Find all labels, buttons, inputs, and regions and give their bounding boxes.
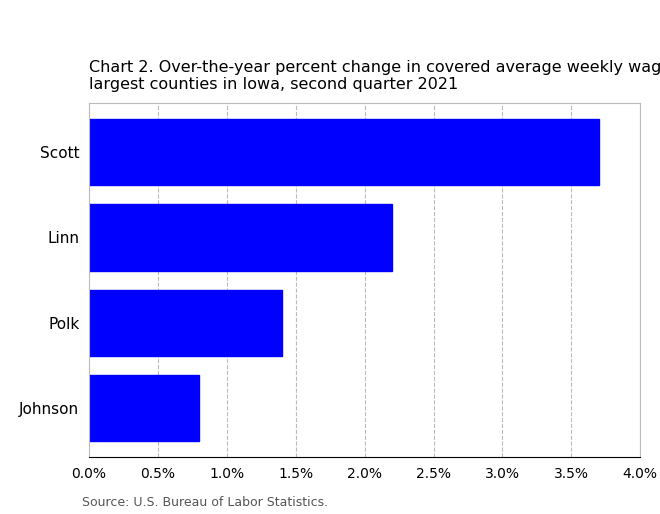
Bar [89,289,282,356]
Bar [89,204,392,271]
Text: Chart 2. Over-the-year percent change in covered average weekly wages among the
: Chart 2. Over-the-year percent change in… [89,60,660,92]
Bar [89,119,599,186]
Bar [89,375,199,442]
Text: Source: U.S. Bureau of Labor Statistics.: Source: U.S. Bureau of Labor Statistics. [82,496,329,509]
